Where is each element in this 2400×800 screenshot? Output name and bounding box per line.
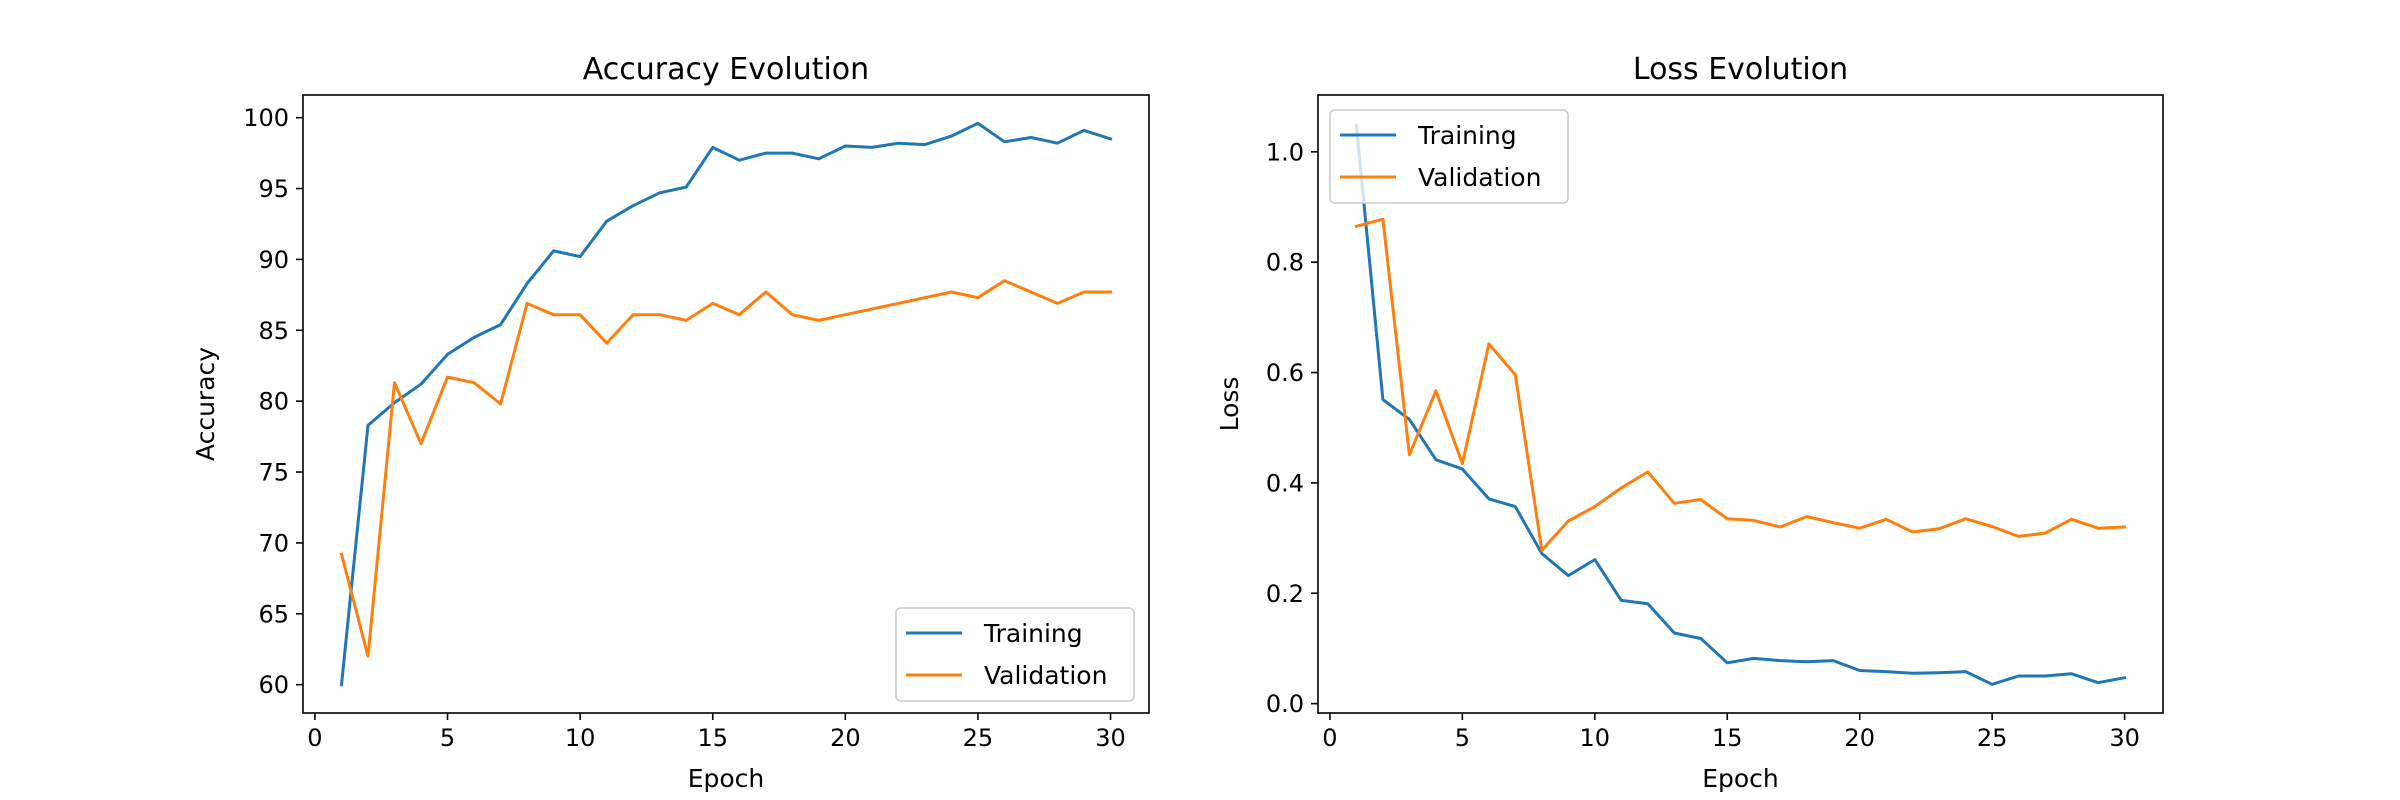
- x-tick-label: 30: [1095, 724, 1126, 752]
- y-tick-label: 80: [258, 388, 289, 416]
- legend-label-training: Training: [983, 619, 1083, 648]
- legend-label-validation: Validation: [984, 661, 1107, 690]
- x-tick-label: 5: [1455, 724, 1470, 752]
- y-axis-label: Accuracy: [191, 347, 220, 461]
- y-tick-label: 0.6: [1266, 359, 1304, 387]
- series-line-training: [1354, 123, 2127, 686]
- y-tick-label: 70: [258, 529, 289, 557]
- y-tick-label: 75: [258, 459, 289, 487]
- legend-box: [895, 607, 1135, 702]
- y-tick-label: 90: [258, 246, 289, 274]
- legend-box: [1329, 109, 1569, 204]
- x-tick-label: 20: [1844, 724, 1875, 752]
- series-line-validation: [339, 279, 1112, 658]
- chart-panel-accuracy: Accuracy Evolution 0 5 10 15 20 25 30 60 65 70 75 80…: [191, 52, 1150, 793]
- y-axis-label: Loss: [1215, 377, 1244, 432]
- legend: Training Validation: [1329, 109, 1569, 204]
- x-tick-label: 0: [307, 724, 322, 752]
- x-tick-label: 15: [697, 724, 728, 752]
- x-tick-label: 25: [963, 724, 994, 752]
- chart-panel-loss: Loss Evolution 0 5 10 15 20 25 30 0.0 0.2 0.4 0.6 0.…: [1215, 52, 2164, 793]
- x-axis-label: Epoch: [1702, 764, 1779, 793]
- x-tick-label: 15: [1712, 724, 1743, 752]
- plot-frame: [302, 94, 1150, 714]
- x-tick-label: 30: [2109, 724, 2140, 752]
- legend: Training Validation: [895, 607, 1135, 702]
- y-tick-label: 0.8: [1266, 249, 1304, 277]
- x-tick-label: 10: [565, 724, 596, 752]
- x-tick-label: 20: [830, 724, 861, 752]
- x-tick-label: 0: [1322, 724, 1337, 752]
- chart-title: Accuracy Evolution: [583, 52, 869, 87]
- x-tick-label: 5: [440, 724, 455, 752]
- y-tick-label: 1.0: [1266, 138, 1304, 166]
- legend-label-training: Training: [1417, 121, 1517, 150]
- y-tick-label: 95: [258, 175, 289, 203]
- y-tick-label: 85: [258, 317, 289, 345]
- y-tick-label: 0.2: [1266, 580, 1304, 608]
- chart-title: Loss Evolution: [1633, 52, 1848, 87]
- x-axis-label: Epoch: [688, 764, 765, 793]
- y-tick-label: 60: [258, 671, 289, 699]
- x-tick-label: 10: [1580, 724, 1611, 752]
- legend-label-validation: Validation: [1418, 163, 1541, 192]
- plot-frame: [1317, 94, 2164, 714]
- y-tick-label: 100: [243, 104, 289, 132]
- y-tick-label: 0.0: [1266, 690, 1304, 718]
- series-line-validation: [1354, 217, 2127, 552]
- series-line-training: [339, 121, 1113, 687]
- x-tick-label: 25: [1977, 724, 2008, 752]
- y-tick-label: 0.4: [1266, 469, 1304, 497]
- y-tick-label: 65: [258, 600, 289, 628]
